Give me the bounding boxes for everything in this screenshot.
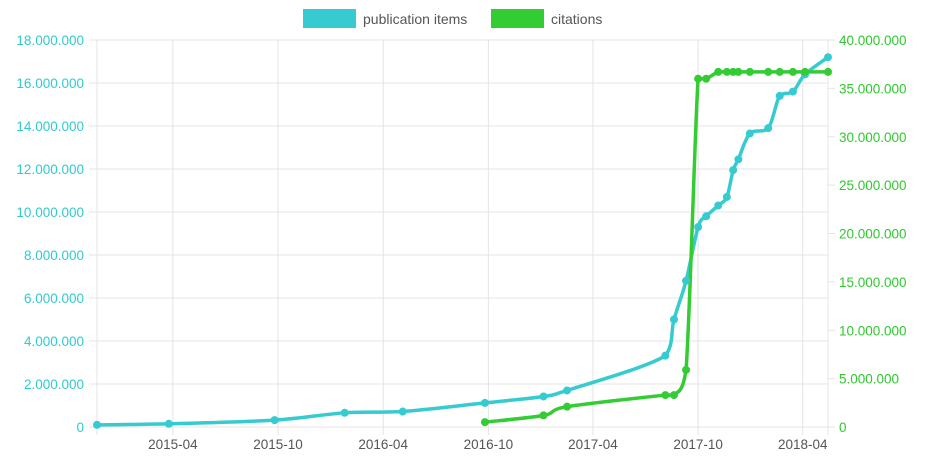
- data-point-citations[interactable]: [563, 402, 572, 411]
- left-tick-label: 12.000.000: [16, 162, 84, 177]
- series-lines: [96, 55, 830, 427]
- data-point-publication-items[interactable]: [669, 315, 678, 324]
- right-tick-label: 40.000.000: [839, 33, 907, 48]
- left-tick-label: 6.000.000: [24, 291, 84, 306]
- x-tick-label: 2017-04: [568, 437, 618, 452]
- data-point-publication-items[interactable]: [824, 53, 832, 62]
- data-point-publication-items[interactable]: [270, 416, 279, 425]
- right-tick-label: 10.000.000: [839, 323, 907, 338]
- left-tick-label: 4.000.000: [24, 334, 84, 349]
- right-tick-label: 30.000.000: [839, 130, 907, 145]
- data-point-publication-items[interactable]: [563, 386, 572, 395]
- legend-label-citations[interactable]: citations: [551, 11, 602, 27]
- legend: publication items citations: [303, 9, 602, 28]
- data-point-citations[interactable]: [694, 74, 703, 83]
- data-point-citations[interactable]: [764, 67, 773, 76]
- data-point-citations[interactable]: [722, 67, 731, 76]
- data-point-publication-items[interactable]: [729, 166, 738, 175]
- data-point-publication-items[interactable]: [734, 155, 743, 164]
- data-point-citations[interactable]: [714, 67, 723, 76]
- data-point-citations[interactable]: [480, 418, 489, 427]
- data-point-citations[interactable]: [801, 67, 810, 76]
- data-point-publication-items[interactable]: [398, 407, 407, 416]
- data-point-publication-items[interactable]: [694, 223, 703, 232]
- data-point-citations[interactable]: [539, 411, 548, 420]
- series-line-citations: [484, 70, 828, 424]
- x-tick-label: 2018-04: [778, 437, 828, 452]
- left-tick-label: 8.000.000: [24, 248, 84, 263]
- data-point-publication-items[interactable]: [539, 392, 548, 401]
- left-tick-label: 2.000.000: [24, 377, 84, 392]
- left-tick-label: 0: [76, 420, 84, 435]
- right-axis: 0 5.000.000 10.000.000 15.000.000 20.000.000…: [828, 33, 907, 435]
- data-point-publication-items[interactable]: [722, 192, 731, 201]
- data-point-citations[interactable]: [824, 67, 832, 76]
- right-tick-label: 35.000.000: [839, 81, 907, 96]
- data-point-citations[interactable]: [745, 67, 754, 76]
- x-tick-label: 2016-04: [358, 437, 408, 452]
- legend-label-publication-items[interactable]: publication items: [363, 11, 467, 27]
- data-point-publication-items[interactable]: [745, 129, 754, 138]
- left-tick-label: 18.000.000: [16, 33, 84, 48]
- data-point-publication-items[interactable]: [164, 419, 173, 428]
- data-point-citations[interactable]: [702, 74, 711, 83]
- data-point-publication-items[interactable]: [702, 212, 711, 221]
- right-tick-label: 15.000.000: [839, 275, 907, 290]
- right-tick-label: 0: [839, 420, 847, 435]
- legend-swatch-citations[interactable]: [491, 9, 544, 28]
- x-tick-label: 2016-10: [464, 437, 514, 452]
- data-point-publication-items[interactable]: [682, 276, 691, 285]
- x-tick-label: 2015-10: [253, 437, 303, 452]
- series-points: [93, 53, 832, 429]
- right-tick-label: 25.000.000: [839, 178, 907, 193]
- left-tick-label: 16.000.000: [16, 76, 84, 91]
- data-point-publication-items[interactable]: [340, 408, 349, 417]
- left-tick-label: 10.000.000: [16, 205, 84, 220]
- data-point-publication-items[interactable]: [480, 398, 489, 407]
- grid: [89, 39, 829, 435]
- legend-swatch-publication-items[interactable]: [303, 9, 356, 28]
- x-axis: 2015-04 2015-10 2016-04 2016-10 2017-04 2017-…: [148, 437, 828, 452]
- data-point-citations[interactable]: [661, 391, 670, 400]
- data-point-citations[interactable]: [775, 67, 784, 76]
- left-axis: 0 2.000.000 4.000.000 6.000.000 8.000.000 10.…: [16, 33, 84, 435]
- data-point-citations[interactable]: [669, 391, 678, 400]
- data-point-citations[interactable]: [788, 67, 797, 76]
- data-point-publication-items[interactable]: [764, 124, 773, 133]
- x-tick-label: 2017-10: [673, 437, 723, 452]
- left-tick-label: 14.000.000: [16, 119, 84, 134]
- x-tick-label: 2015-04: [148, 437, 198, 452]
- data-point-publication-items[interactable]: [775, 91, 784, 100]
- data-point-publication-items[interactable]: [93, 420, 101, 429]
- data-point-citations[interactable]: [734, 67, 743, 76]
- data-point-citations[interactable]: [682, 365, 691, 374]
- data-point-publication-items[interactable]: [661, 351, 670, 360]
- series-line-publication-items: [96, 55, 830, 427]
- data-point-publication-items[interactable]: [788, 87, 797, 96]
- right-tick-label: 20.000.000: [839, 227, 907, 242]
- data-point-publication-items[interactable]: [714, 201, 723, 210]
- right-tick-label: 5.000.000: [839, 372, 899, 387]
